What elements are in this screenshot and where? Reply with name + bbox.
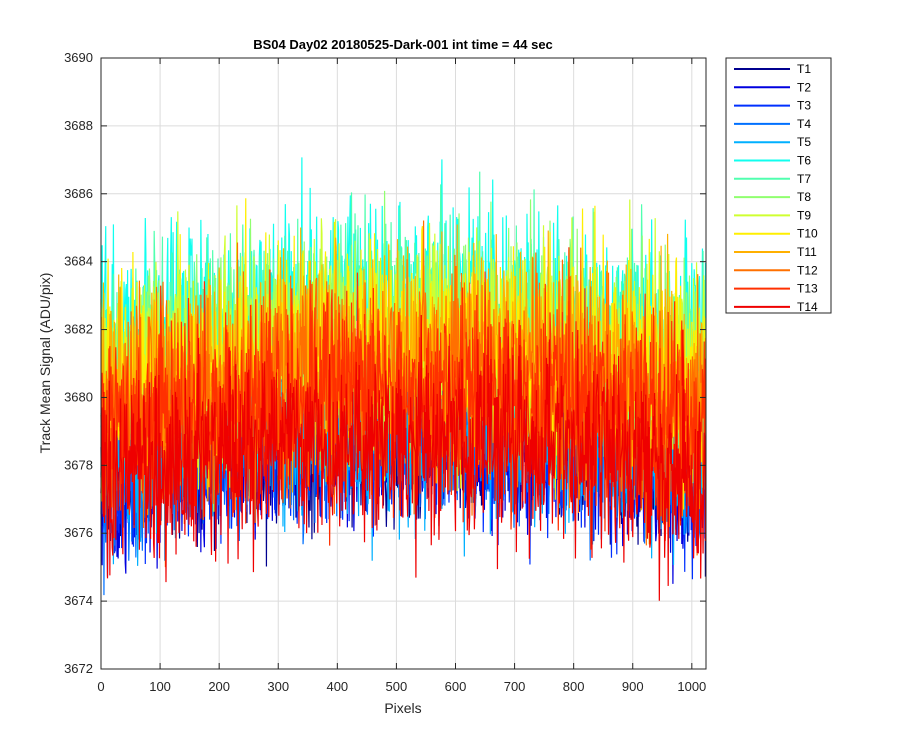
y-tick-label: 3674 <box>64 593 93 608</box>
legend-label-t1: T1 <box>797 62 811 76</box>
legend-label-t6: T6 <box>797 154 811 168</box>
y-tick-label: 3684 <box>64 254 93 269</box>
x-tick-label: 900 <box>622 679 644 694</box>
legend-label-t12: T12 <box>797 263 818 277</box>
legend-label-t2: T2 <box>797 80 811 94</box>
y-tick-label: 3672 <box>64 661 93 676</box>
legend-label-t8: T8 <box>797 190 811 204</box>
series-line-t14 <box>100 314 707 601</box>
y-tick-label: 3682 <box>64 322 93 337</box>
x-tick-label: 0 <box>97 679 104 694</box>
legend-label-t7: T7 <box>797 172 811 186</box>
series-layer <box>100 157 707 601</box>
x-tick-label: 100 <box>149 679 171 694</box>
legend-label-t13: T13 <box>797 282 818 296</box>
x-tick-label: 200 <box>208 679 230 694</box>
legend: T1 T2 T3 T4 T5 T6 T7 T8 T9 T10 T11 T12 T13 T14 <box>725 57 832 314</box>
chart-title: BS04 Day02 20180525-Dark-001 int time = … <box>253 37 553 52</box>
y-tick-label: 3688 <box>64 118 93 133</box>
legend-label-t14: T14 <box>797 300 818 314</box>
plot-frame <box>100 57 707 670</box>
legend-label-t5: T5 <box>797 135 811 149</box>
legend-label-t3: T3 <box>797 99 811 113</box>
ticks: 0 100 200 300 400 500 600 700 800 900 1000 3672 3674… <box>64 50 706 694</box>
x-tick-label: 800 <box>563 679 585 694</box>
x-axis-label: Pixels <box>384 700 421 716</box>
y-tick-label: 3680 <box>64 389 93 404</box>
legend-label-t4: T4 <box>797 117 811 131</box>
x-tick-label: 300 <box>267 679 289 694</box>
x-tick-label: 600 <box>445 679 467 694</box>
legend-label-t10: T10 <box>797 227 818 241</box>
x-tick-label: 500 <box>386 679 408 694</box>
x-tick-label: 1000 <box>677 679 706 694</box>
y-axis-label: Track Mean Signal (ADU/pix) <box>37 273 53 454</box>
x-tick-label: 700 <box>504 679 526 694</box>
x-tick-label: 400 <box>326 679 348 694</box>
legend-label-t9: T9 <box>797 208 811 222</box>
y-tick-label: 3676 <box>64 525 93 540</box>
y-tick-label: 3678 <box>64 457 93 472</box>
y-tick-label: 3686 <box>64 186 93 201</box>
y-tick-label: 3690 <box>64 50 93 65</box>
legend-label-t11: T11 <box>797 245 817 259</box>
